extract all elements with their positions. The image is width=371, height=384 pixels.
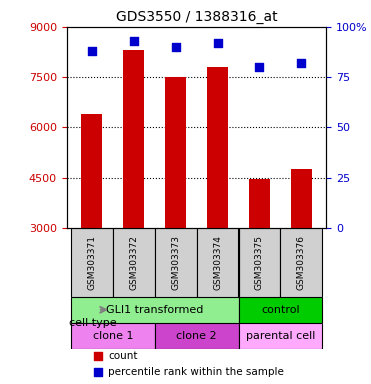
Point bbox=[131, 38, 137, 44]
Text: GSM303375: GSM303375 bbox=[255, 235, 264, 290]
FancyBboxPatch shape bbox=[280, 228, 322, 297]
Point bbox=[214, 40, 220, 46]
Bar bbox=[249, 179, 270, 228]
FancyBboxPatch shape bbox=[239, 228, 280, 297]
FancyBboxPatch shape bbox=[155, 228, 197, 297]
FancyBboxPatch shape bbox=[71, 228, 113, 297]
FancyBboxPatch shape bbox=[239, 323, 322, 349]
Text: clone 1: clone 1 bbox=[93, 331, 133, 341]
Point bbox=[89, 48, 95, 54]
Text: GSM303373: GSM303373 bbox=[171, 235, 180, 290]
Text: percentile rank within the sample: percentile rank within the sample bbox=[108, 367, 284, 377]
FancyBboxPatch shape bbox=[71, 323, 155, 349]
FancyBboxPatch shape bbox=[239, 297, 322, 323]
FancyBboxPatch shape bbox=[71, 297, 239, 323]
Text: GSM303371: GSM303371 bbox=[88, 235, 96, 290]
Point bbox=[173, 44, 179, 50]
Text: GSM303374: GSM303374 bbox=[213, 235, 222, 290]
Title: GDS3550 / 1388316_at: GDS3550 / 1388316_at bbox=[116, 10, 278, 25]
Bar bbox=[207, 67, 228, 228]
Text: clone 2: clone 2 bbox=[176, 331, 217, 341]
Text: parental cell: parental cell bbox=[246, 331, 315, 341]
Bar bbox=[291, 169, 312, 228]
Text: GSM303372: GSM303372 bbox=[129, 235, 138, 290]
Text: GSM303376: GSM303376 bbox=[297, 235, 306, 290]
FancyBboxPatch shape bbox=[113, 228, 155, 297]
Text: control: control bbox=[261, 305, 300, 315]
Text: count: count bbox=[108, 351, 138, 361]
Bar bbox=[165, 77, 186, 228]
FancyBboxPatch shape bbox=[197, 228, 239, 297]
Point bbox=[95, 369, 101, 375]
Text: GLI1 transformed: GLI1 transformed bbox=[106, 305, 203, 315]
FancyBboxPatch shape bbox=[155, 323, 239, 349]
Bar bbox=[123, 50, 144, 228]
Point bbox=[256, 64, 262, 70]
Point bbox=[95, 353, 101, 359]
Point bbox=[298, 60, 304, 66]
Text: cell type: cell type bbox=[69, 318, 117, 328]
Bar bbox=[82, 114, 102, 228]
